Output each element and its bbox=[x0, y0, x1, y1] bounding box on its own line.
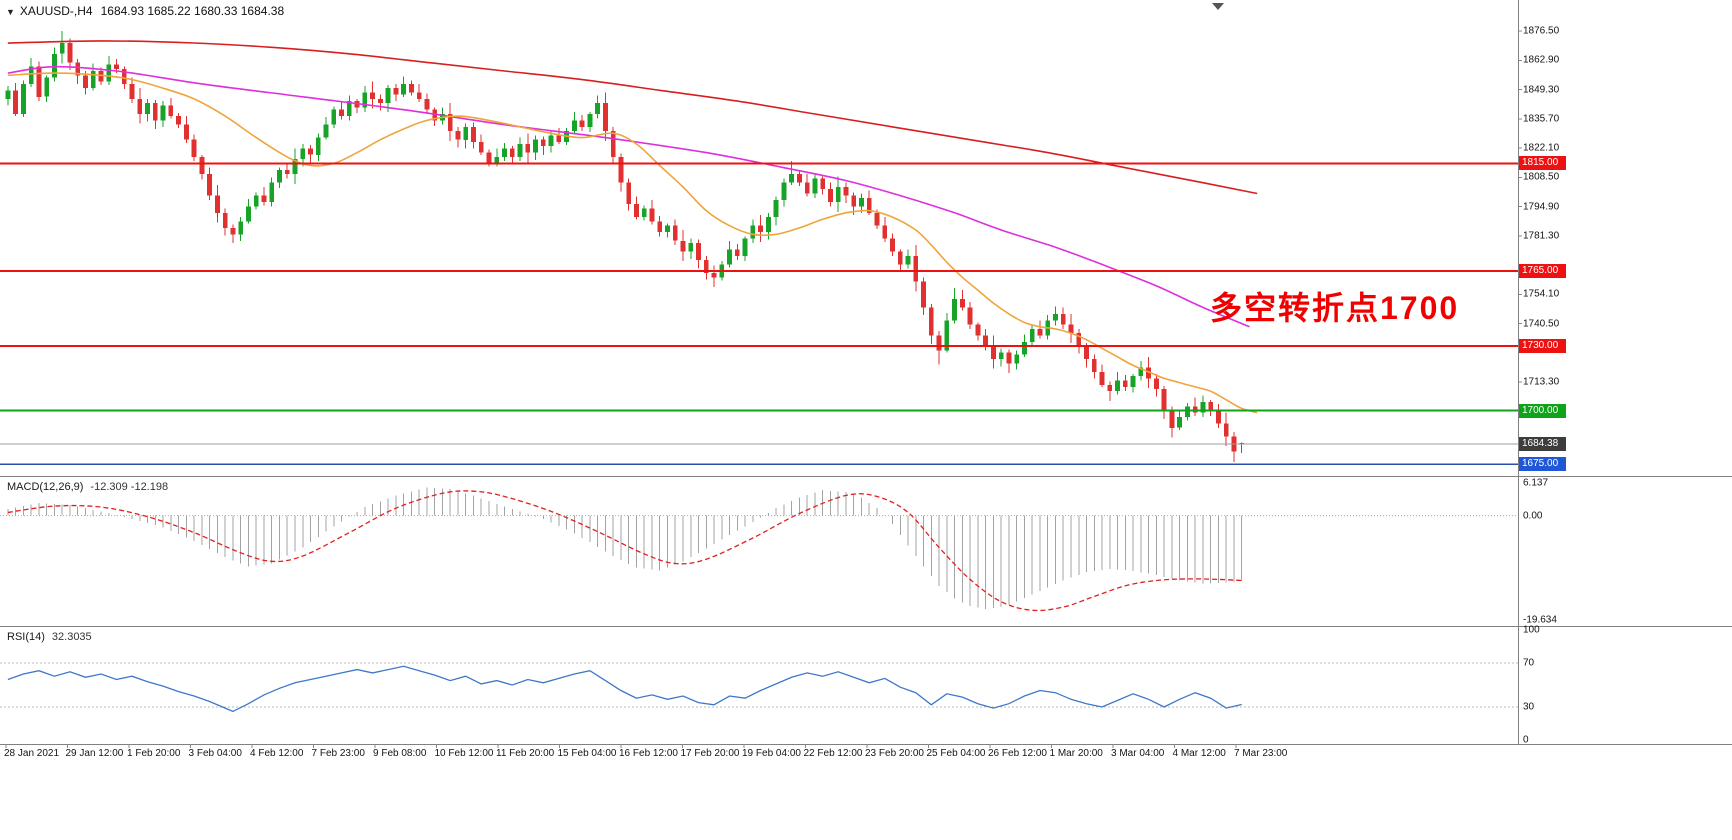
rsi-layer bbox=[0, 662, 1518, 713]
ma-fast-line bbox=[7, 72, 1258, 414]
chart-shift-marker-icon bbox=[1212, 3, 1224, 10]
ma-mid-line bbox=[7, 65, 1250, 328]
rsi-line bbox=[7, 665, 1242, 713]
macd-signal-line bbox=[7, 490, 1242, 612]
ma-slow-line bbox=[7, 40, 1258, 195]
horizontal-levels-layer bbox=[0, 162, 1518, 466]
candles-layer bbox=[5, 31, 1245, 463]
macd-layer bbox=[0, 487, 1518, 612]
